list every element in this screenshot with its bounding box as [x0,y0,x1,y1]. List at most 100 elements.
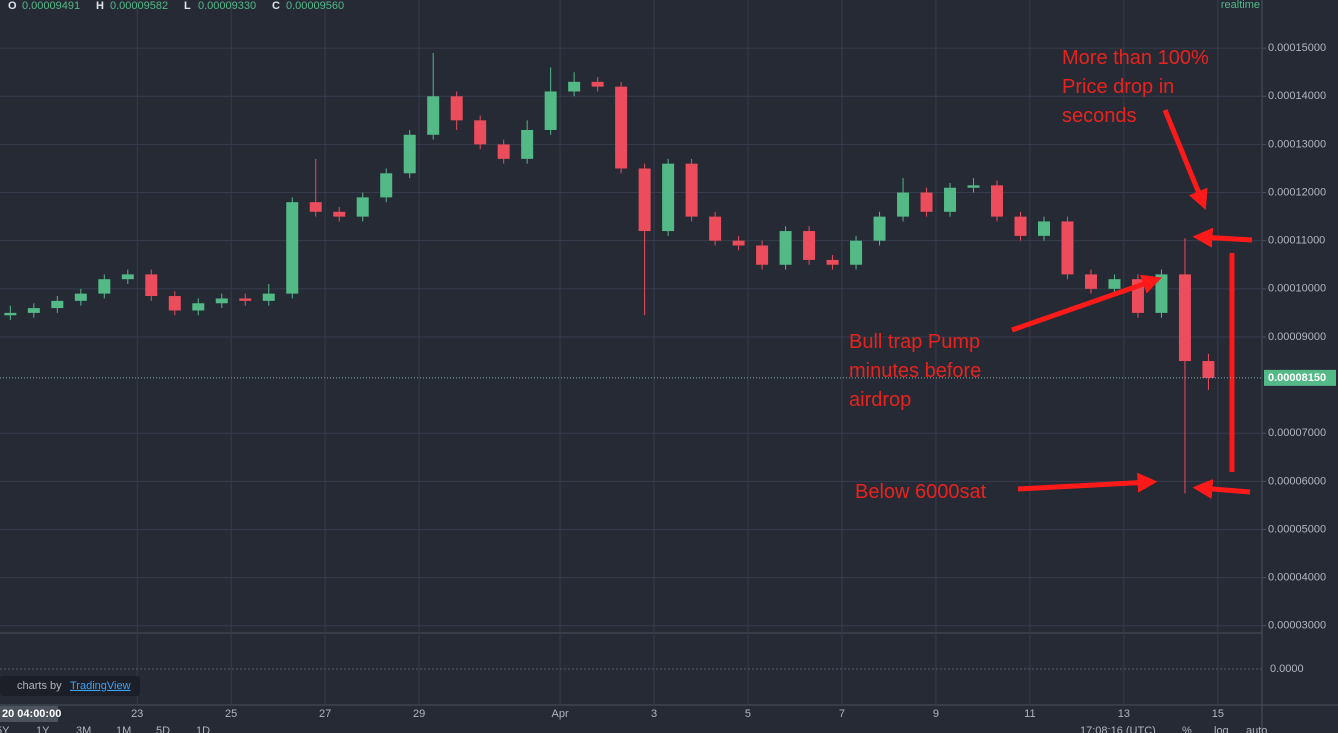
candle-body [1178,274,1191,362]
range-button[interactable]: 1Y [36,725,50,733]
crosshair-label: 20 04:00:00 [2,708,61,720]
candle-body [168,296,181,311]
candle-body [4,312,17,316]
grid [0,0,1262,705]
candle-body [51,300,64,309]
candle-body [873,216,886,241]
candle-body [497,144,510,159]
scale-button[interactable]: auto [1246,725,1267,733]
candle-body [779,231,792,265]
range-button[interactable]: 5D [156,725,170,733]
range-button[interactable]: 3M [76,725,91,733]
y-tick-label: 0.00007000 [1268,427,1326,439]
candle-body [638,168,651,232]
candle-body [991,185,1004,217]
candle-body [1061,221,1074,275]
arrow [1011,274,1163,333]
range-button[interactable]: 1D [196,725,210,733]
candle-body [544,91,557,130]
candle-body [403,134,416,174]
x-tick-label: 23 [131,708,143,720]
ohlc-key: L [184,0,191,12]
y-tick-label: 0.00010000 [1268,283,1326,295]
x-tick-label: 5 [745,708,751,720]
candle-body [286,202,299,294]
candle-body [1084,274,1097,289]
candle-body [450,96,463,121]
x-tick-label: 27 [319,708,331,720]
ohlc-value: 0.00009330 [198,0,256,12]
x-tick-label: 11 [1024,708,1035,720]
annotation: More than 100% [1062,47,1209,69]
candle-body [1014,216,1027,236]
candle-body [356,197,369,217]
candle-body [121,274,134,280]
range-button[interactable]: 1M [116,725,131,733]
candle-body [920,192,933,212]
candle-body [756,245,769,265]
candle-body [803,231,816,260]
candle-body [380,173,393,198]
candle-body [27,308,40,313]
x-tick-label: 15 [1212,708,1224,720]
candle-body [333,211,346,217]
branding-link[interactable]: TradingView [70,680,131,692]
y-tick-label: 0.00006000 [1268,475,1326,487]
candle-body [615,86,628,169]
candle-body [826,259,839,265]
candle-body [215,298,228,304]
last-price-label: 0.00008150 [1268,372,1326,384]
arrow [1192,227,1253,248]
arrow [1162,109,1208,210]
annotation: Price drop in [1062,76,1174,98]
x-tick-label: 13 [1118,708,1130,720]
candle-body [568,81,581,92]
annotation: seconds [1062,105,1137,127]
y-tick-label: 0.00015000 [1268,42,1326,54]
ohlc-value: 0.00009582 [110,0,168,12]
y-tick-label: 0.00013000 [1268,138,1326,150]
candle-body [1108,279,1121,289]
ohlc-key: H [96,0,104,12]
ohlc-key: O [8,0,17,12]
candle-body [685,163,698,217]
candle-body [850,240,863,265]
ohlc-value: 0.00009491 [22,0,80,12]
y-tick-label: 0.00004000 [1268,572,1326,584]
annotation: Below 6000sat [855,481,987,503]
candle-body [145,274,158,297]
x-tick-label: 29 [413,708,425,720]
candle-body [732,240,745,246]
x-tick-label: 3 [651,708,657,720]
branding-text: charts by [17,680,62,692]
candle-body [309,202,322,212]
ohlc-value: 0.00009560 [286,0,344,12]
branding-box [0,676,140,696]
candles [4,52,1215,494]
crosshair-box [0,706,58,722]
annotation: Bull trap Pump [849,331,980,353]
y-tick-label: 0.00005000 [1268,523,1326,535]
candle-body [74,293,87,301]
x-tick-label: 7 [839,708,845,720]
candle-body [1202,361,1215,378]
y-tick-label: 0.00009000 [1268,331,1326,343]
scale-button[interactable]: log [1214,725,1229,733]
y-tick-label: 0.00011000 [1268,235,1325,247]
y-tick-label: 0.00012000 [1268,186,1326,198]
last-price-box [1264,369,1336,386]
candle-body [239,298,252,301]
scale-button[interactable]: % [1182,725,1192,733]
range-button[interactable]: 5Y [0,725,10,733]
x-tick-label: 9 [933,708,939,720]
candle-body [944,187,957,212]
candle-body [521,129,534,159]
candle-body [427,96,440,135]
x-tick-label: Apr [551,708,568,720]
y-tick-label: 0.00003000 [1268,620,1326,632]
clock: 17:08:16 (UTC) [1080,725,1156,733]
candle-body [709,216,722,241]
candle-body [967,185,980,188]
